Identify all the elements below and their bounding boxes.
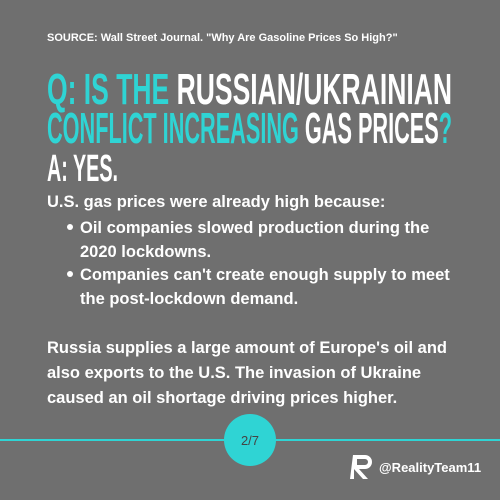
intro: U.S. gas prices were already high becaus…	[47, 193, 385, 211]
bullet-text: 2020 lockdowns.	[80, 243, 211, 261]
heading-topic: RUSSIAN/UKRAINIAN	[177, 65, 452, 114]
heading-object: GAS PRICES	[305, 104, 439, 153]
handle: @RealityTeam11	[379, 460, 481, 475]
paragraph-line: Russia supplies a large amount of Europe…	[47, 339, 447, 357]
heading-line: Q: IS THE RUSSIAN/UKRAINIAN	[47, 65, 452, 114]
bullet-dot	[67, 271, 73, 277]
heading-line: CONFLICT INCREASING GAS PRICES?	[47, 104, 452, 153]
bullet-text: the post-lockdown demand.	[80, 290, 298, 308]
bullet-dot	[67, 224, 73, 230]
paragraph-line: caused an oil shortage driving prices hi…	[47, 389, 397, 407]
heading-prefix: Q: IS THE	[47, 65, 169, 114]
answer: A: YES.	[47, 148, 118, 190]
question-mark: ?	[439, 104, 452, 153]
page-badge	[224, 414, 276, 466]
heading-verb: CONFLICT INCREASING	[47, 104, 299, 153]
source: SOURCE: Wall Street Journal. "Why Are Ga…	[47, 32, 398, 44]
page-number: 2/7	[241, 433, 259, 448]
bullet-text: Companies can't create enough supply to …	[80, 266, 450, 284]
logo	[350, 455, 372, 479]
paragraph-line: also exports to the U.S. The invasion of…	[47, 364, 421, 382]
bullet-text: Oil companies slowed production during t…	[80, 219, 429, 237]
